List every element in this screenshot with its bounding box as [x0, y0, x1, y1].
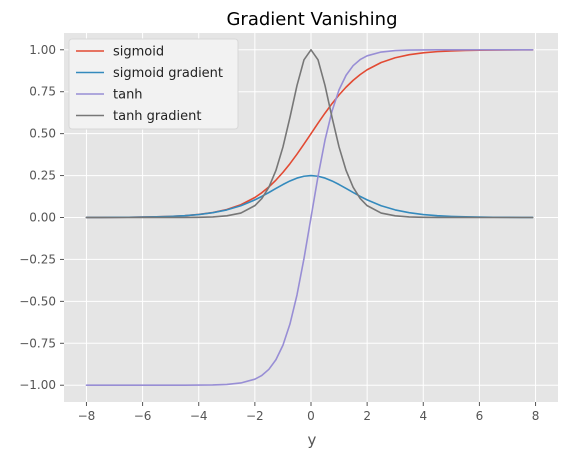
- x-tick-label: −6: [134, 409, 152, 423]
- series-line-tanh: [85, 48, 534, 387]
- y-tick-label: −1.00: [19, 378, 56, 392]
- x-tick-label: −4: [190, 409, 208, 423]
- series-line-tanh-gradient: [85, 48, 534, 219]
- chart-title: Gradient Vanishing: [226, 9, 397, 30]
- y-tick-label: −0.50: [19, 294, 56, 308]
- y-axis-ticks: −1.00 −0.75 −0.50 −0.25 0.00 0.25 0.50 0.75 1.00: [19, 43, 64, 392]
- y-tick-label: −0.75: [19, 336, 56, 350]
- legend-label-tanh: tanh: [113, 88, 143, 103]
- x-axis-label: y: [308, 431, 317, 449]
- x-tick-label: 0: [307, 409, 315, 423]
- series-lines: [85, 48, 534, 387]
- series-line-sigmoid-gradient: [85, 174, 534, 219]
- legend-items: sigmoid sigmoid gradient tanh tanh gradient: [76, 45, 223, 124]
- y-tick-label: 1.00: [29, 43, 56, 57]
- x-axis-ticks: −8 −6 −4 −2 0 2 4 6 8: [78, 402, 540, 423]
- legend: sigmoid sigmoid gradient tanh tanh gradient: [68, 38, 239, 130]
- x-tick-label: 6: [476, 409, 484, 423]
- x-tick-label: 4: [419, 409, 427, 423]
- y-tick-label: 0.50: [29, 127, 56, 141]
- legend-box: [68, 38, 239, 130]
- x-tick-label: 2: [363, 409, 371, 423]
- y-tick-label: 0.00: [29, 211, 56, 225]
- y-tick-label: −0.25: [19, 252, 56, 266]
- legend-label-sigmoid-gradient: sigmoid gradient: [113, 66, 223, 81]
- x-tick-label: −2: [246, 409, 264, 423]
- y-tick-label: 0.75: [29, 85, 56, 99]
- legend-label-sigmoid: sigmoid: [113, 45, 164, 60]
- legend-label-tanh-gradient: tanh gradient: [113, 109, 201, 124]
- x-tick-label: −8: [78, 409, 96, 423]
- y-tick-label: 0.25: [29, 169, 56, 183]
- x-tick-label: 8: [532, 409, 540, 423]
